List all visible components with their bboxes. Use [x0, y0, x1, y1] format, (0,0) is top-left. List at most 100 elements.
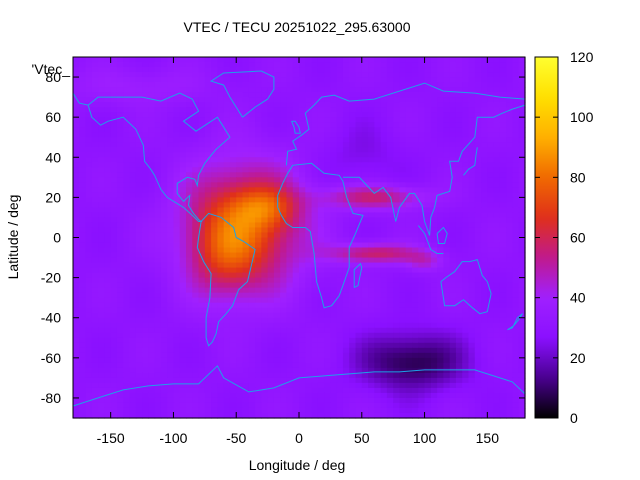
heatmap-cell: [248, 82, 256, 88]
heatmap-cell: [248, 117, 256, 123]
heatmap-cell: [506, 147, 514, 153]
heatmap-cell: [98, 292, 105, 299]
heatmap-cell: [311, 132, 319, 138]
heatmap-cell: [280, 332, 288, 339]
heatmap-cell: [236, 137, 244, 143]
heatmap-cell: [393, 57, 401, 63]
heatmap-cell: [179, 147, 187, 153]
heatmap-cell: [311, 252, 319, 259]
heatmap-cell: [142, 97, 149, 103]
heatmap-cell: [148, 92, 156, 98]
heatmap-cell: [167, 212, 175, 219]
heatmap-cell: [217, 342, 225, 349]
heatmap-cell: [455, 322, 463, 329]
heatmap-cell: [242, 177, 250, 183]
heatmap-cell: [437, 237, 444, 244]
heatmap-cell: [98, 272, 105, 279]
heatmap-cell: [405, 322, 413, 329]
heatmap-cell: [73, 132, 80, 138]
heatmap-cell: [499, 102, 507, 108]
heatmap-cell: [324, 177, 331, 183]
heatmap-cell: [493, 167, 501, 173]
heatmap-cell: [261, 287, 269, 294]
heatmap-cell: [116, 312, 124, 319]
heatmap-cell: [512, 247, 520, 254]
heatmap-cell: [142, 387, 149, 394]
heatmap-cell: [374, 332, 382, 339]
heatmap-cell: [160, 177, 168, 183]
heatmap-cell: [361, 352, 369, 359]
heatmap-cell: [324, 107, 331, 113]
heatmap-cell: [443, 272, 451, 279]
heatmap-cell: [261, 157, 269, 163]
heatmap-cell: [311, 137, 319, 143]
heatmap-cell: [204, 182, 212, 188]
heatmap-cell: [324, 77, 331, 83]
heatmap-cell: [355, 212, 363, 219]
heatmap-cell: [85, 112, 93, 118]
heatmap-cell: [487, 157, 495, 163]
heatmap-cell: [267, 362, 275, 369]
heatmap-cell: [142, 362, 149, 369]
heatmap-cell: [393, 202, 401, 209]
heatmap-cell: [85, 87, 93, 93]
heatmap-cell: [299, 207, 306, 214]
heatmap-cell: [506, 272, 514, 279]
heatmap-cell: [499, 357, 507, 364]
heatmap-cell: [110, 137, 118, 143]
heatmap-cell: [179, 137, 187, 143]
heatmap-cell: [380, 322, 388, 329]
heatmap-cell: [317, 142, 325, 148]
heatmap-cell: [380, 97, 388, 103]
heatmap-cell: [91, 127, 99, 133]
heatmap-cell: [286, 112, 294, 118]
heatmap-cell: [299, 202, 306, 209]
heatmap-cell: [405, 92, 413, 98]
heatmap-cell: [236, 132, 244, 138]
heatmap-cell: [267, 377, 275, 384]
heatmap-cell: [273, 122, 281, 128]
heatmap-cell: [336, 362, 344, 369]
heatmap-cell: [299, 77, 306, 83]
heatmap-cell: [430, 352, 438, 359]
heatmap-cell: [342, 227, 350, 234]
heatmap-cell: [242, 197, 250, 203]
heatmap-cell: [405, 152, 413, 158]
heatmap-cell: [393, 277, 401, 284]
heatmap-cell: [506, 157, 514, 163]
heatmap-cell: [129, 227, 137, 234]
heatmap-cell: [123, 392, 131, 399]
heatmap-cell: [173, 337, 181, 344]
heatmap-cell: [474, 277, 482, 284]
heatmap-cell: [236, 332, 244, 339]
heatmap-cell: [79, 337, 87, 344]
heatmap-cell: [79, 182, 87, 188]
heatmap-cell: [211, 312, 218, 319]
heatmap-cell: [135, 167, 143, 173]
heatmap-cell: [110, 302, 118, 309]
heatmap-cell: [73, 142, 80, 148]
heatmap-cell: [135, 402, 143, 409]
heatmap-cell: [412, 337, 419, 344]
heatmap-cell: [449, 137, 457, 143]
heatmap-cell: [481, 177, 488, 183]
heatmap-cell: [474, 392, 482, 399]
heatmap-cell: [211, 262, 218, 269]
heatmap-cell: [116, 332, 124, 339]
heatmap-cell: [116, 322, 124, 329]
heatmap-cell: [518, 187, 526, 193]
heatmap-cell: [79, 122, 87, 128]
heatmap-cell: [110, 252, 118, 259]
heatmap-cell: [110, 227, 118, 234]
heatmap-cell: [211, 132, 218, 138]
heatmap-cell: [299, 267, 306, 274]
heatmap-cell: [311, 162, 319, 168]
heatmap-cell: [110, 57, 118, 63]
heatmap-cell: [79, 252, 87, 259]
heatmap-cell: [336, 297, 344, 304]
heatmap-cell: [317, 267, 325, 274]
heatmap-cell: [299, 302, 306, 309]
heatmap-cell: [73, 177, 80, 183]
heatmap-cell: [499, 337, 507, 344]
heatmap-cell: [154, 352, 162, 359]
